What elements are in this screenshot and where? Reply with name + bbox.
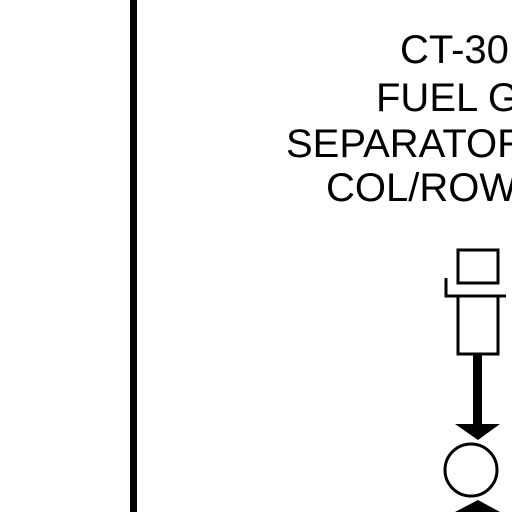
label-line-1: CT-30	[400, 28, 509, 72]
equipment-label: CT-30 FUEL G SEPARATOR COL/ROW	[0, 30, 512, 210]
label-line-4: COL/ROW	[326, 166, 512, 210]
separator-top-box	[456, 248, 500, 285]
valve-lower-triangle	[455, 500, 500, 512]
vertical-border-line	[130, 0, 137, 512]
separator-body	[456, 294, 500, 356]
label-line-2: FUEL G	[376, 76, 512, 120]
valve-upper-triangle	[455, 424, 500, 440]
valve-symbol	[443, 442, 499, 498]
label-line-3: SEPARATOR	[286, 122, 512, 166]
pipe-line	[473, 354, 482, 428]
